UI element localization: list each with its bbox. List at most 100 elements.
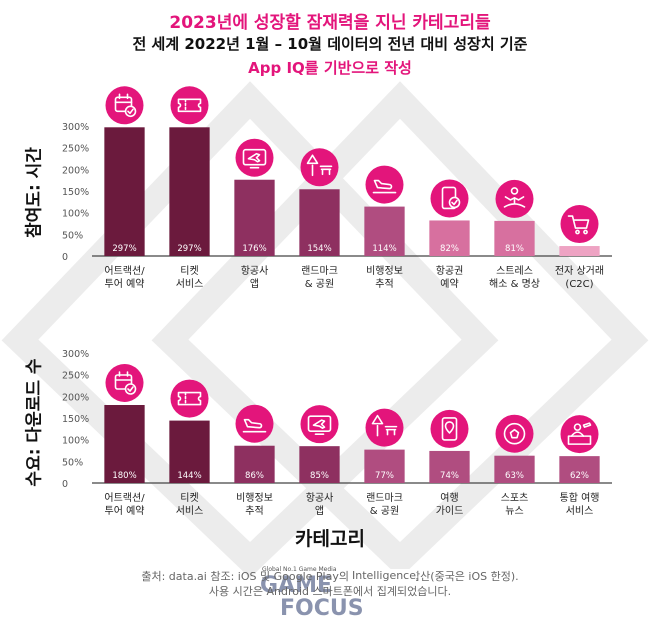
park-tree-icon	[371, 414, 398, 437]
ticket-icon	[177, 391, 202, 406]
category-icon-badge	[300, 148, 339, 187]
bar	[234, 445, 275, 483]
shopping-cart-icon	[567, 215, 590, 235]
category-icon-badge	[430, 179, 469, 218]
travel-desk-icon	[567, 422, 592, 445]
bar-value-label: 297%	[177, 244, 201, 254]
y-tick-label: 50%	[62, 457, 83, 468]
logo-tagline: Global No.1 Game Media	[262, 566, 337, 573]
y-tick-label: 0	[62, 479, 68, 490]
category-label: 앱	[315, 505, 324, 517]
plane-landing-icon	[372, 179, 397, 194]
x-axis-label: 카테고리	[295, 528, 365, 550]
source-line-1: 출처: data.ai 참조: iOS 및 Google Play의 다운로드 …	[141, 570, 519, 583]
y-tick-label: 300%	[62, 349, 89, 360]
watermark-text: Intelligence	[352, 569, 417, 582]
category-icon-badge	[560, 205, 599, 244]
category-icon-badge	[105, 364, 144, 402]
category-label: 랜드마크	[366, 492, 403, 504]
calendar-check-icon	[114, 93, 137, 118]
bar-value-label: 297%	[112, 244, 136, 254]
category-label: (C2C)	[565, 279, 593, 290]
bar	[559, 456, 600, 483]
category-label: 랜드마크	[301, 265, 338, 277]
category-label: 가이드	[436, 505, 464, 517]
category-label: 스트레스	[496, 265, 533, 277]
airplane-phone-icon	[242, 148, 267, 169]
y-tick-label: 100%	[62, 436, 89, 447]
bar	[494, 455, 535, 483]
category-icon-badge	[170, 379, 209, 418]
category-label: 여행	[440, 492, 458, 504]
category-label: 통합 여행	[560, 492, 600, 504]
bar-value-label: 85%	[310, 471, 329, 481]
category-label: 항공사	[241, 265, 269, 277]
category-label: 어트랙션/	[104, 492, 145, 504]
y-tick-label: 150%	[62, 414, 89, 425]
bar-value-label: 154%	[307, 244, 331, 254]
bar	[429, 450, 470, 483]
category-label: 해소 & 명상	[489, 277, 540, 290]
y-tick-label: 150%	[62, 187, 89, 198]
y-tick-label: 300%	[62, 122, 89, 133]
category-icon-badge	[560, 415, 599, 454]
category-label: 어트랙션/	[104, 265, 145, 277]
category-label: & 공원	[305, 278, 334, 290]
category-icon-badge	[495, 414, 534, 453]
logo-word1: GAME	[260, 573, 332, 598]
gamefocus-logo: Global No.1 Game Media GAME FOCUS	[260, 566, 364, 621]
downloads-chart: 300% 250% 200% 150% 100% 50% 0 180% 어트랙션/투어 예약 14…	[62, 349, 612, 517]
category-icon-badge	[365, 408, 404, 447]
category-icon-badge	[495, 179, 534, 218]
bar	[364, 449, 405, 483]
phone-check-icon	[441, 186, 461, 210]
map-pin-phone-icon	[441, 417, 458, 441]
category-label: 추적	[375, 278, 393, 290]
airplane-phone-icon	[307, 415, 332, 435]
category-label: 추적	[245, 505, 263, 517]
category-label: & 공원	[370, 505, 399, 517]
y-tick-label: 250%	[62, 144, 89, 155]
category-label: 티켓	[180, 265, 198, 277]
y-tick-label: 250%	[62, 371, 89, 382]
category-icon-badge	[300, 405, 339, 444]
meditation-icon	[503, 187, 526, 208]
calendar-check-icon	[114, 371, 137, 395]
y-tick-label: 0	[62, 252, 68, 263]
park-tree-icon	[306, 154, 333, 177]
bar	[494, 220, 535, 256]
category-label: 앱	[250, 278, 259, 290]
bar	[104, 405, 145, 483]
bar-value-label: 180%	[112, 471, 136, 481]
bar-value-label: 86%	[245, 471, 264, 481]
category-icon-badge	[105, 86, 144, 125]
bar-value-label: 144%	[177, 471, 201, 481]
y-tick-label: 100%	[62, 209, 89, 220]
category-icon-badge	[365, 165, 404, 204]
bar-value-label: 176%	[242, 244, 266, 254]
bar	[104, 127, 145, 256]
plane-landing-icon	[242, 418, 267, 433]
category-label: 서비스	[566, 505, 594, 517]
category-label: 항공권	[436, 265, 464, 277]
source-note: 출처: data.ai 참조: iOS 및 Google Play의 다운로드 …	[0, 569, 660, 599]
y-tick-label: 200%	[62, 392, 89, 403]
ticket-icon	[177, 98, 202, 113]
category-label: 서비스	[176, 505, 204, 517]
category-icon-badge	[430, 409, 469, 448]
bar	[299, 189, 340, 256]
logo-word2: FOCUS	[280, 596, 364, 621]
chart-subtitle: 전 세계 2022년 1월 – 10월 데이터의 전년 대비 성장치 기준	[132, 35, 528, 53]
bar	[169, 127, 210, 256]
bar-value-label: 63%	[505, 471, 524, 481]
category-label: 전자 상거래	[555, 265, 604, 277]
bar-value-label: 74%	[440, 471, 459, 481]
category-label: 서비스	[176, 278, 204, 290]
category-label: 예약	[440, 278, 458, 290]
category-label: 투어 예약	[105, 278, 145, 290]
chart-note: App IQ를 기반으로 작성	[248, 59, 412, 77]
chart-title: 2023년에 성장할 잠재력을 지닌 카테고리들	[169, 13, 491, 33]
bar-value-label: 77%	[375, 471, 394, 481]
bar	[169, 420, 210, 483]
